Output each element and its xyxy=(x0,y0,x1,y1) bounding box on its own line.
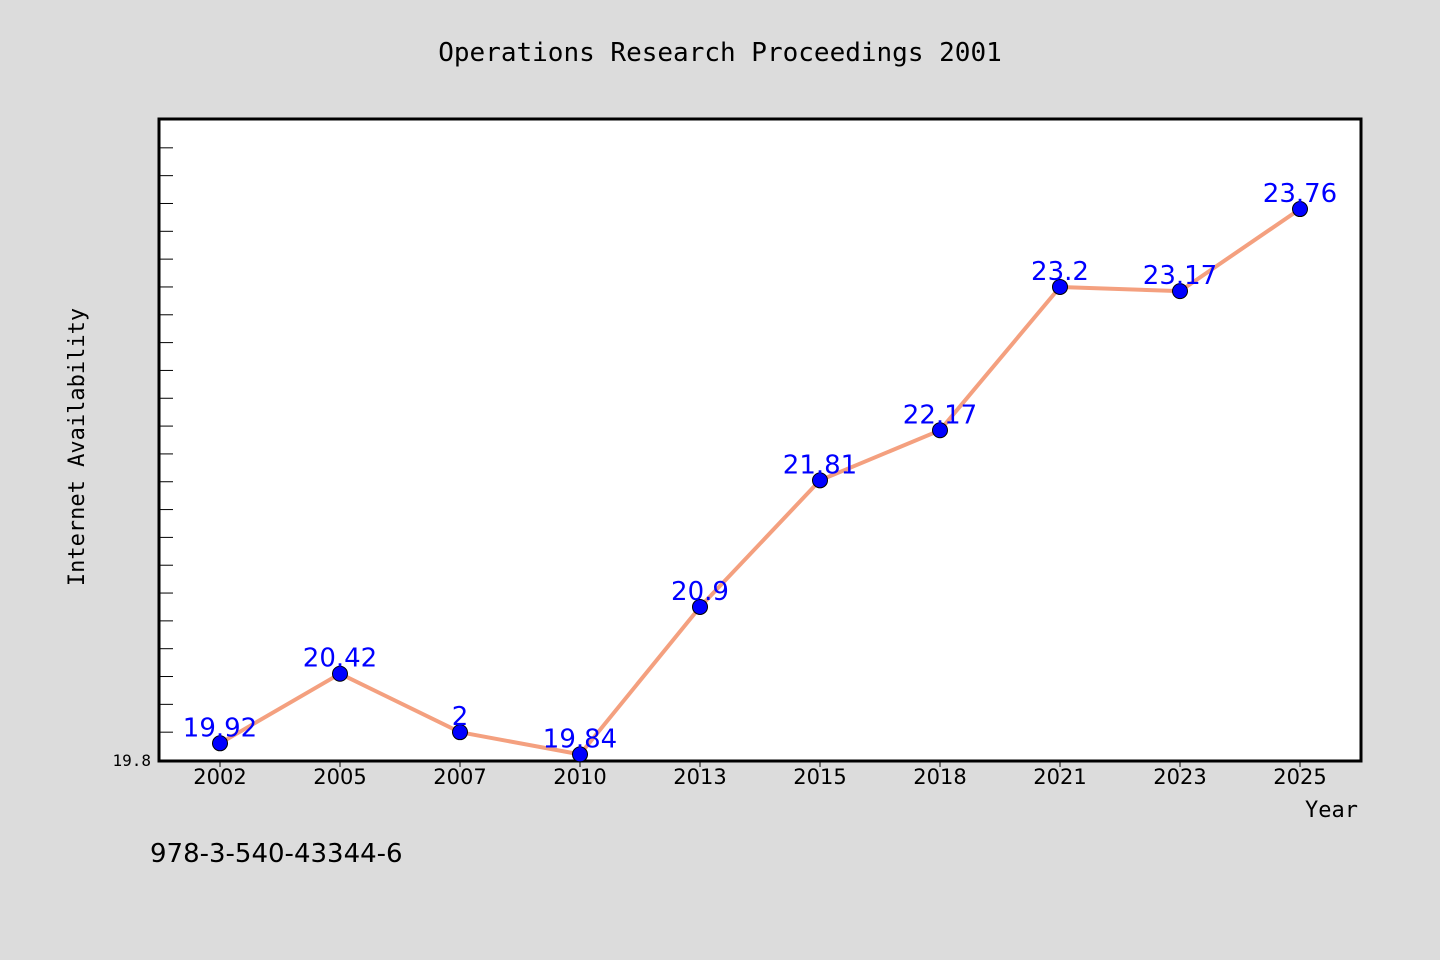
data-label: 23.76 xyxy=(1263,179,1337,209)
x-tick-label: 2002 xyxy=(193,765,246,789)
x-tick-label: 2023 xyxy=(1153,765,1206,789)
y-tick-label: 19.8 xyxy=(112,751,151,770)
data-label: 22.17 xyxy=(903,400,977,430)
data-point xyxy=(1292,201,1308,218)
data-point xyxy=(932,422,948,439)
data-point xyxy=(452,724,468,741)
x-tick-label: 2013 xyxy=(673,765,726,789)
data-label: 21.81 xyxy=(783,450,857,480)
data-label: 2 xyxy=(452,702,469,732)
series-line xyxy=(218,207,1302,757)
x-tick-label: 2015 xyxy=(793,765,846,789)
series-line-group xyxy=(218,207,1302,757)
data-point xyxy=(332,665,348,682)
x-axis-label: Year xyxy=(1305,798,1358,823)
data-label: 19.84 xyxy=(543,724,617,754)
data-point xyxy=(212,735,228,752)
footer-isbn: 978-3-540-43344-6 xyxy=(150,839,403,869)
data-label: 23.17 xyxy=(1143,261,1217,291)
data-point-markers xyxy=(212,201,1308,763)
data-label: 20.42 xyxy=(303,644,377,674)
data-point xyxy=(812,472,828,489)
y-axis-label: Internet Availability xyxy=(65,308,90,586)
x-axis-tick-labels: 2002 2005 2007 2010 2013 2015 2018 2021 2023 2025 xyxy=(193,765,1326,789)
plot-area xyxy=(157,117,1363,763)
x-tick-label: 2005 xyxy=(313,765,366,789)
x-tick-label: 2021 xyxy=(1033,765,1086,789)
data-point xyxy=(572,746,588,763)
data-point xyxy=(1172,283,1188,300)
y-minor-ticks xyxy=(160,147,173,733)
data-label: 23.2 xyxy=(1031,257,1089,287)
x-tick-label: 2025 xyxy=(1273,765,1326,789)
data-labels: 19.92 20.42 2 19.84 20.9 21.81 22.17 23.2 23.17 2… xyxy=(183,179,1337,754)
data-point xyxy=(1052,278,1068,295)
chart-title: Operations Research Proceedings 2001 xyxy=(438,38,1002,68)
x-tick-label: 2010 xyxy=(553,765,606,789)
x-tick-label: 2007 xyxy=(433,765,486,789)
data-label: 20.9 xyxy=(671,577,729,607)
data-label: 19.92 xyxy=(183,713,257,743)
data-point xyxy=(692,598,708,615)
x-tick-label: 2018 xyxy=(913,765,966,789)
